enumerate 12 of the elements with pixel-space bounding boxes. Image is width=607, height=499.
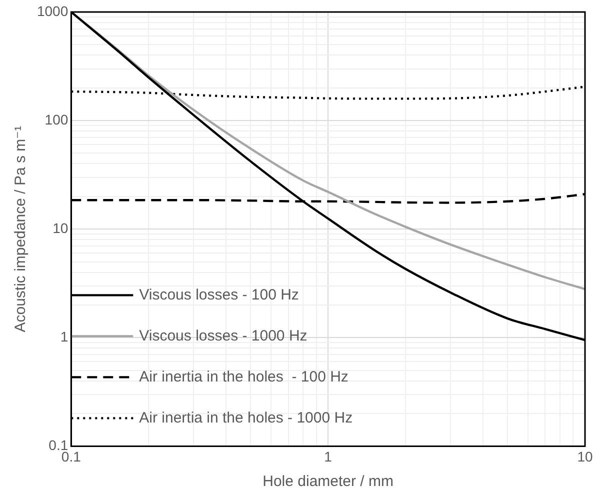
legend-label: Viscous losses - 1000 Hz [139, 327, 308, 344]
y-tick-label: 1000 [36, 2, 68, 19]
legend-label: Air inertia in the holes - 100 Hz [139, 368, 348, 386]
x-tick-label: 10 [577, 448, 593, 464]
legend-label: Viscous losses - 100 Hz [139, 286, 299, 304]
y-tick-label: 10 [52, 220, 68, 236]
x-tick-label: 1 [324, 448, 332, 464]
y-tick-label: 1 [60, 328, 68, 345]
x-axis-title: Hole diameter / mm [262, 473, 394, 490]
legend-label: Air inertia in the holes - 1000 Hz [139, 409, 353, 426]
y-tick-label: 100 [44, 111, 68, 128]
y-axis-title: Acoustic impedance / Pa s m⁻¹ [12, 126, 30, 332]
